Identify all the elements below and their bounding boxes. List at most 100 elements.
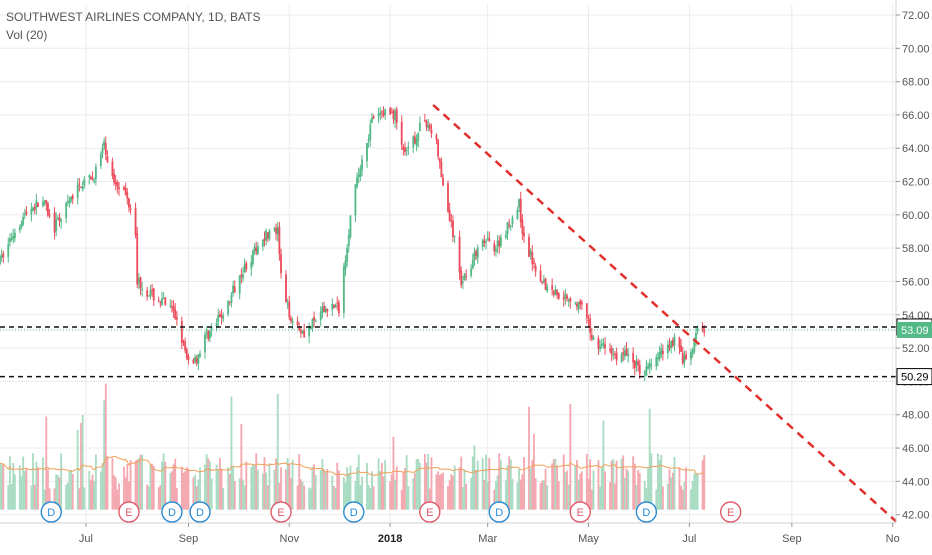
candle-body xyxy=(377,113,380,117)
time-tick-label: 2018 xyxy=(378,533,402,545)
candle-body xyxy=(483,240,486,244)
volume-bar xyxy=(569,403,572,510)
volume-indicator-label[interactable]: Vol (20) xyxy=(6,28,48,42)
volume-bar xyxy=(361,476,363,510)
dividend-event-marker[interactable]: D xyxy=(343,501,365,523)
candle-body xyxy=(232,285,235,294)
volume-bar xyxy=(447,485,449,510)
volume-bar xyxy=(242,479,244,510)
volume-bar xyxy=(448,480,451,510)
volume-bar xyxy=(238,478,241,510)
candle-body xyxy=(134,207,137,236)
volume-bar xyxy=(481,458,484,510)
volume-bar xyxy=(356,467,359,510)
chart-title: SOUTHWEST AIRLINES COMPANY, 1D, BATS xyxy=(6,10,261,24)
candle-body xyxy=(114,181,117,185)
candle-body xyxy=(261,239,264,247)
volume-bar xyxy=(620,458,623,510)
volume-bar xyxy=(111,457,114,510)
candle-body xyxy=(576,304,578,307)
event-label: D xyxy=(495,507,503,519)
earnings-event-marker[interactable]: E xyxy=(118,501,140,523)
dividend-event-marker[interactable]: D xyxy=(189,501,211,523)
candle-body xyxy=(521,219,524,234)
candle-body xyxy=(240,274,243,277)
candle-body xyxy=(681,352,684,364)
volume-bar xyxy=(268,463,271,510)
candle-body xyxy=(263,238,266,242)
dividend-event-marker[interactable]: D xyxy=(161,501,183,523)
time-tick-label: Jul xyxy=(682,533,696,545)
volume-bar xyxy=(680,485,683,510)
volume-bar xyxy=(55,474,58,510)
volume-bar xyxy=(615,460,618,510)
candle-body xyxy=(22,216,25,225)
candle-body xyxy=(638,364,641,374)
volume-bar xyxy=(623,478,626,510)
volume-bar xyxy=(519,479,522,510)
candle-body xyxy=(361,159,363,171)
candle-body xyxy=(81,186,84,190)
candle-body xyxy=(670,341,673,349)
event-label: D xyxy=(196,507,204,519)
candle-body xyxy=(253,246,256,251)
price-tick-label: 72.00 xyxy=(902,10,930,22)
candle-body xyxy=(562,297,565,300)
candle-body xyxy=(68,200,71,204)
candle-body xyxy=(33,206,36,210)
volume-bar xyxy=(278,483,281,510)
candle-body xyxy=(395,109,398,123)
candle-body xyxy=(13,232,16,239)
volume-bar xyxy=(371,471,373,510)
earnings-event-marker[interactable]: E xyxy=(719,501,742,523)
candle-body xyxy=(625,348,628,356)
volume-bar xyxy=(311,466,314,510)
candle-body xyxy=(280,254,282,274)
volume-bar xyxy=(691,480,694,510)
volume-bar xyxy=(366,462,368,510)
candle-body xyxy=(256,246,259,255)
volume-bar xyxy=(275,458,277,510)
event-label: E xyxy=(727,507,734,519)
candle-body xyxy=(435,135,438,140)
volume-bar xyxy=(43,489,46,510)
volume-bar xyxy=(678,467,681,510)
dividend-event-marker[interactable]: D xyxy=(40,501,62,523)
candle-body xyxy=(195,358,198,364)
volume-bar xyxy=(554,458,557,510)
candle-body xyxy=(683,356,686,363)
candle-body xyxy=(0,256,1,264)
volume-bar xyxy=(20,476,23,510)
volume-bar xyxy=(625,468,628,510)
earnings-event-marker[interactable]: E xyxy=(419,501,441,523)
volume-bar xyxy=(461,487,464,510)
volume-bar xyxy=(673,456,676,510)
volume-bar xyxy=(47,469,49,510)
volume-bar xyxy=(134,460,137,510)
candle-body xyxy=(488,238,491,242)
volume-bar xyxy=(576,460,578,510)
candle-body xyxy=(252,250,254,264)
candle-body xyxy=(70,196,73,201)
earnings-event-marker[interactable]: E xyxy=(569,501,591,523)
volume-bar xyxy=(299,479,302,510)
candle-body xyxy=(508,224,511,226)
earnings-event-marker[interactable]: E xyxy=(270,501,292,523)
dividend-event-marker[interactable]: D xyxy=(488,501,510,523)
volume-bar xyxy=(647,468,649,510)
last-price-badge xyxy=(897,321,932,338)
candle-body xyxy=(533,261,535,264)
candle-body xyxy=(301,331,304,334)
volume-bar xyxy=(298,454,301,510)
dividend-event-marker[interactable]: D xyxy=(635,501,658,523)
volume-bar xyxy=(321,459,324,510)
volume-bar xyxy=(438,474,441,510)
volume-bar xyxy=(551,463,554,510)
candle-body xyxy=(402,146,405,150)
volume-bar xyxy=(405,455,408,510)
volume-bar xyxy=(660,454,663,510)
candle-body xyxy=(197,354,200,364)
candle-body xyxy=(342,266,345,313)
